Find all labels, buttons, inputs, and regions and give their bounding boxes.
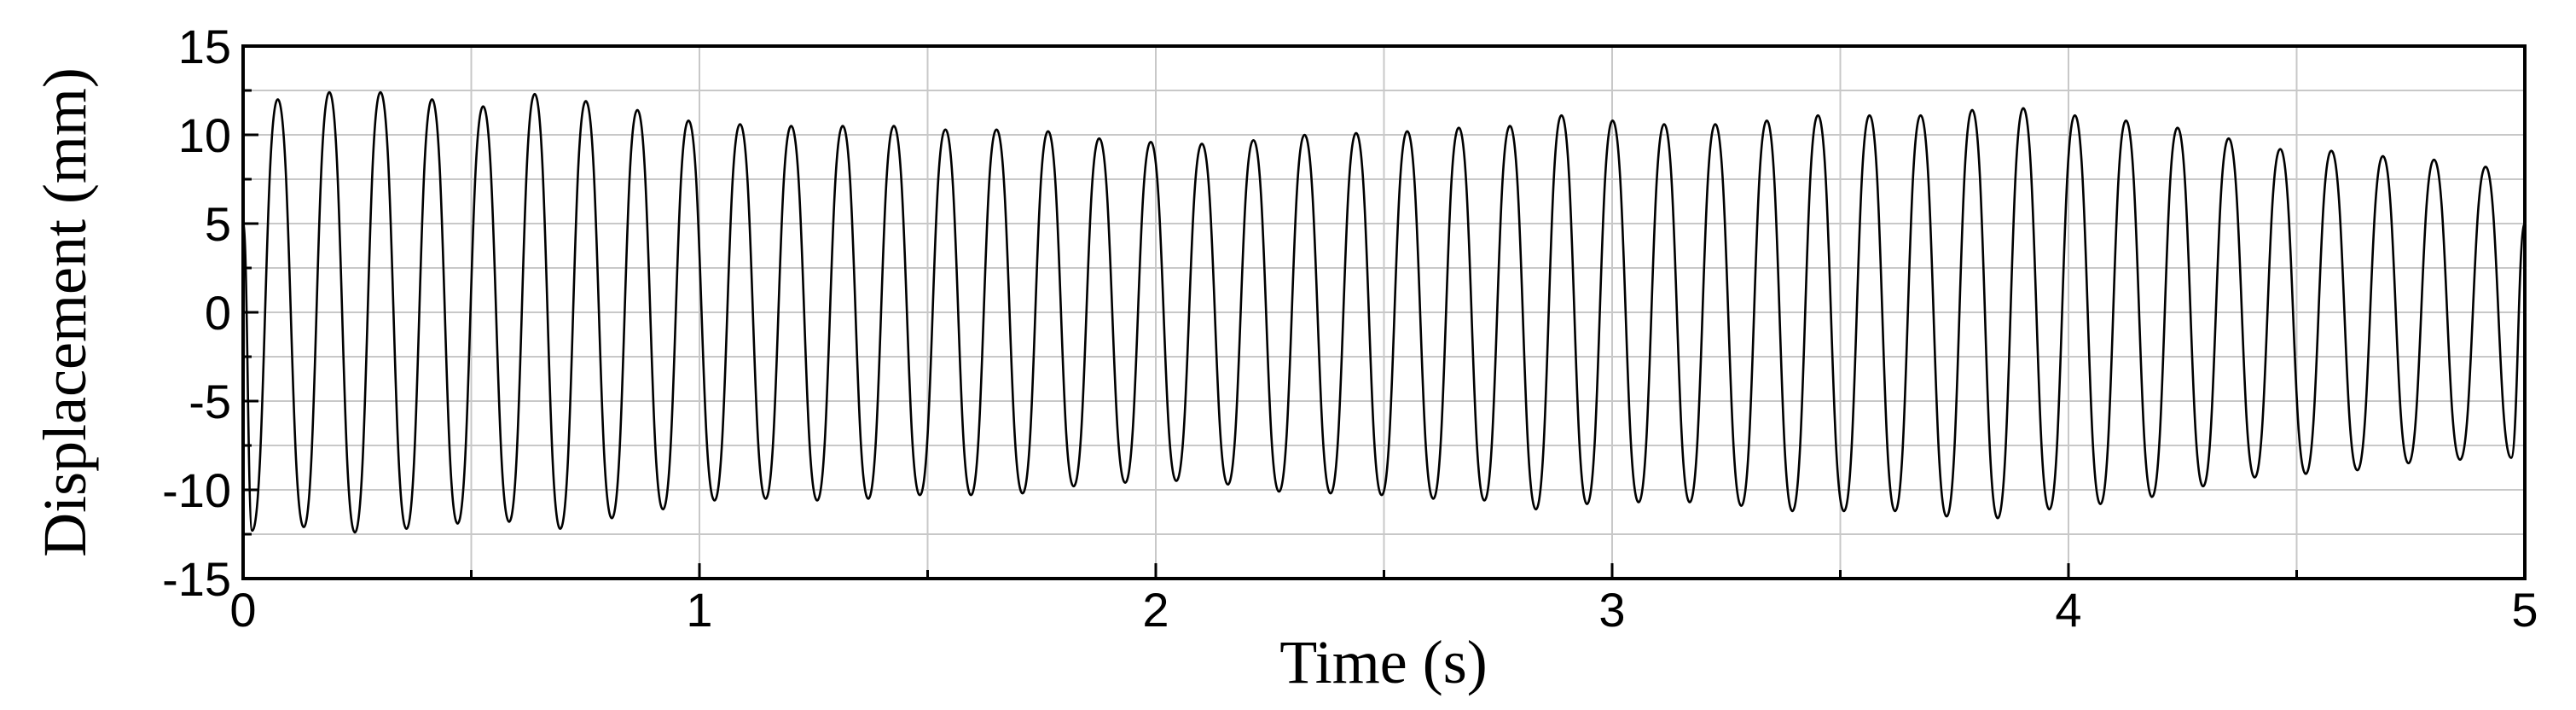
x-tick-label: 1 (686, 583, 712, 637)
data-line (241, 90, 2527, 534)
y-tick-label: -10 (162, 463, 231, 517)
x-axis-title: Time (s) (1279, 628, 1487, 696)
y-axis-title: Displacement (mm) (31, 67, 99, 557)
y-tick-label: 15 (178, 20, 231, 73)
y-tick-label: -5 (189, 375, 231, 428)
plot-frame (241, 44, 2527, 580)
x-tick-label: 2 (1142, 583, 1169, 637)
y-tick-label: 10 (178, 108, 231, 162)
y-tick-label: 0 (205, 286, 231, 340)
x-tick-label: 4 (2055, 583, 2081, 637)
x-tick-label: 3 (1598, 583, 1625, 637)
x-tick-label: 0 (229, 583, 256, 637)
x-tick-label: 5 (2511, 583, 2538, 637)
y-tick-label: -15 (162, 552, 231, 606)
y-tick-label: 5 (205, 197, 231, 251)
